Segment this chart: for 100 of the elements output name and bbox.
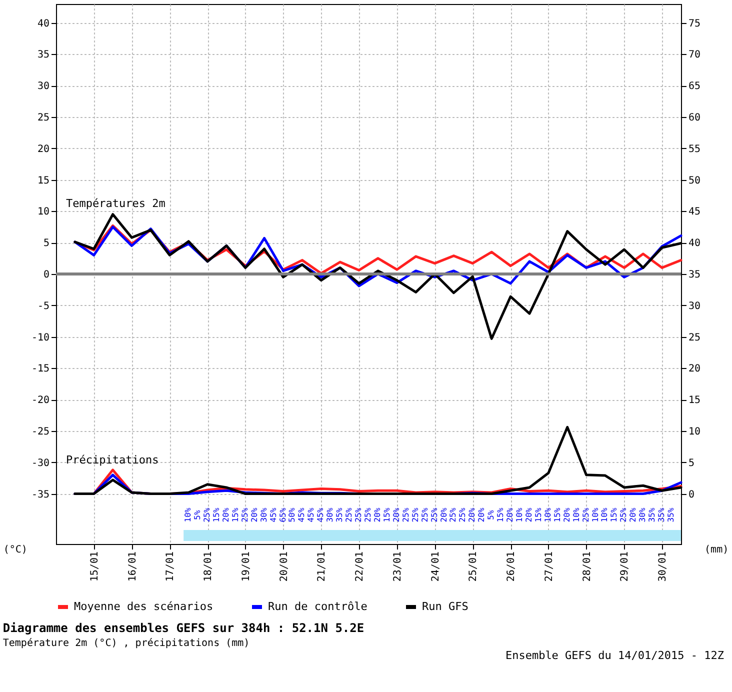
y2-tick-label: 65 bbox=[688, 81, 701, 92]
y2-tick-label: 30 bbox=[688, 300, 701, 312]
annotation: Températures 2m bbox=[66, 197, 166, 210]
x-tick-label: 29/01 bbox=[620, 552, 631, 582]
y2-tick-label: 5 bbox=[688, 458, 695, 469]
y-tick-label: -20 bbox=[31, 395, 50, 406]
annotation: 15% bbox=[230, 508, 240, 522]
y-tick-label: 35 bbox=[37, 50, 50, 61]
annotation: 25% bbox=[430, 508, 439, 522]
annotation: 20% bbox=[250, 508, 259, 522]
text: Température 2m (°C) , précipitations (mm) bbox=[2, 638, 250, 649]
annotation: 15% bbox=[496, 508, 506, 522]
annotation: 45% bbox=[316, 508, 326, 522]
y-tick-label: 5 bbox=[43, 238, 50, 250]
annotation: 25% bbox=[458, 508, 468, 522]
annotation: 25% bbox=[420, 508, 430, 522]
x-tick-label: 30/01 bbox=[658, 552, 669, 582]
y2-tick-label: 25 bbox=[688, 332, 701, 344]
y-tick-label: -35 bbox=[31, 489, 50, 500]
x-tick-label: 22/01 bbox=[354, 552, 366, 582]
annotation: 30% bbox=[326, 508, 335, 522]
annotation: 25% bbox=[364, 508, 372, 522]
annotation: 20% bbox=[628, 508, 638, 522]
annotation: 25% bbox=[354, 508, 364, 522]
annotation: 5% bbox=[193, 510, 202, 520]
y2-tick-label: 35 bbox=[688, 270, 701, 280]
y-tick-label: 15 bbox=[37, 175, 50, 186]
x-tick-label: 16/01 bbox=[127, 552, 138, 582]
annotation: 20% bbox=[468, 508, 477, 522]
annotation: 45% bbox=[297, 508, 306, 522]
y2-tick-label: 20 bbox=[688, 364, 701, 375]
annotation: 15% bbox=[610, 508, 619, 522]
annotation: 25% bbox=[240, 508, 250, 522]
x-tick-label: 17/01 bbox=[165, 552, 176, 582]
y2-tick-label: 55 bbox=[688, 144, 701, 155]
y-tick-label: -25 bbox=[31, 426, 50, 438]
x-tick-label: 28/01 bbox=[582, 552, 593, 582]
y-tick-label: 25 bbox=[37, 112, 50, 124]
annotation: 25% bbox=[401, 508, 410, 522]
annotation: 45% bbox=[306, 508, 316, 522]
annotation: 10% bbox=[543, 508, 552, 522]
annotation: 25% bbox=[410, 508, 420, 522]
y-tick-label: 40 bbox=[37, 18, 50, 30]
annotation: 20% bbox=[392, 508, 401, 522]
y-tick-label: -5 bbox=[37, 300, 50, 312]
annotation: 10% bbox=[515, 508, 524, 522]
annotation: 10% bbox=[590, 508, 600, 522]
annotation: 10% bbox=[600, 508, 610, 522]
annotation: 15% bbox=[382, 508, 392, 522]
annotation: Précipitations bbox=[66, 454, 159, 467]
legend-label: Run GFS bbox=[422, 600, 468, 613]
annotation: 20% bbox=[506, 508, 515, 522]
x-tick-label: 21/01 bbox=[316, 552, 328, 582]
x-tick-label: 15/01 bbox=[89, 552, 100, 582]
annotation: 30% bbox=[259, 508, 268, 522]
y-axis-title: (°C) bbox=[3, 544, 28, 556]
annotation: 20% bbox=[221, 508, 230, 522]
annotation: 20% bbox=[372, 508, 382, 522]
annotation: 20% bbox=[562, 508, 572, 522]
annotation: 15% bbox=[212, 508, 221, 522]
y-tick-label: 20 bbox=[37, 144, 50, 155]
x-tick-label: 19/01 bbox=[240, 552, 252, 582]
x-tick-label: 25/01 bbox=[468, 552, 480, 582]
y2-tick-label: 40 bbox=[688, 238, 701, 250]
y2-tick-label: 75 bbox=[688, 18, 701, 30]
y2-tick-label: 70 bbox=[688, 50, 701, 61]
y-tick-label: -10 bbox=[31, 332, 50, 344]
annotation: 5% bbox=[486, 510, 496, 520]
x-tick-label: 18/01 bbox=[203, 552, 214, 582]
annotation: 50% bbox=[288, 508, 297, 522]
y2-tick-label: 15 bbox=[688, 395, 701, 406]
annotation: 25% bbox=[581, 508, 590, 522]
y-tick-label: 30 bbox=[37, 81, 50, 92]
y-tick-label: -30 bbox=[31, 458, 50, 469]
x-tick-label: 20/01 bbox=[278, 552, 290, 582]
y2-tick-label: 50 bbox=[688, 175, 701, 186]
annotation: 35% bbox=[335, 508, 344, 522]
y2-tick-label: 0 bbox=[688, 489, 695, 500]
y2-tick-label: 45 bbox=[688, 206, 701, 218]
legend-label: Run de contrôle bbox=[268, 600, 368, 613]
y-tick-label: 0 bbox=[43, 270, 50, 280]
annotation: 65% bbox=[278, 508, 288, 522]
annotation: 35% bbox=[657, 508, 666, 522]
annotation: 20% bbox=[524, 508, 534, 522]
annotation: 10% bbox=[184, 508, 193, 522]
x-tick-label: 27/01 bbox=[544, 552, 555, 582]
x-tick-label: 24/01 bbox=[430, 552, 442, 582]
legend-label: Moyenne des scénarios bbox=[74, 600, 214, 613]
y2-tick-label: 60 bbox=[688, 112, 701, 124]
annotation: 15% bbox=[534, 508, 543, 522]
annotation: 20% bbox=[477, 508, 486, 522]
annotation: 25% bbox=[619, 508, 628, 522]
y2-axis-title: (mm) bbox=[704, 544, 729, 556]
annotation: 15% bbox=[552, 508, 562, 522]
x-tick-label: 23/01 bbox=[392, 552, 404, 582]
y-tick-label: -15 bbox=[31, 364, 50, 375]
annotation: 25% bbox=[202, 508, 212, 522]
annotation: 25% bbox=[448, 508, 458, 522]
annotation: 25% bbox=[344, 508, 354, 522]
annotation: 35% bbox=[648, 508, 657, 522]
